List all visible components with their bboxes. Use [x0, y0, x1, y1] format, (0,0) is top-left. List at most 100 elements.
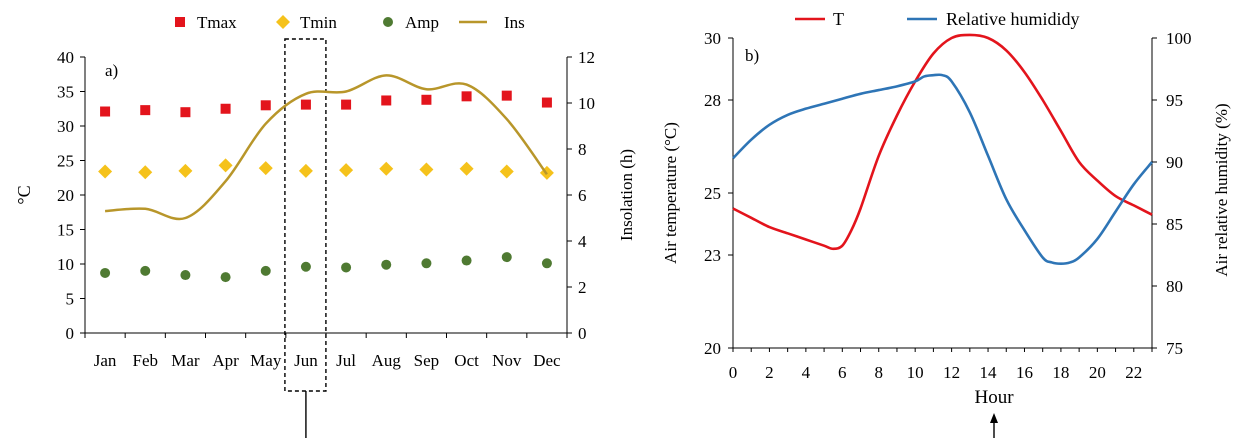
tmax-point	[341, 99, 352, 110]
y-tick-label: 20	[704, 339, 721, 358]
y2-tick-label: 95	[1166, 91, 1183, 110]
y-tick-label: 23	[704, 246, 721, 265]
y-tick-label: 25	[57, 152, 74, 171]
y-axis-title: °C	[14, 185, 34, 204]
x-tick-label: Apr	[212, 351, 239, 370]
tmin-point	[98, 164, 113, 179]
x-tick-label: 14	[980, 363, 998, 382]
tmin-point	[218, 158, 233, 173]
amp-point	[100, 267, 111, 278]
y2-tick-label: 0	[578, 324, 587, 343]
x-tick-label: 2	[765, 363, 774, 382]
tmax-point	[100, 106, 111, 117]
x-tick-label: Feb	[133, 351, 159, 370]
legend-label-amp: Amp	[405, 13, 439, 32]
series-line-t	[732, 33, 1153, 251]
x-tick-label: Sep	[414, 351, 440, 370]
amp-point	[461, 255, 472, 266]
x-tick-label: May	[250, 351, 282, 370]
tmax-point	[501, 90, 512, 101]
panel-label: b)	[745, 46, 759, 65]
x-tick-label: 6	[838, 363, 847, 382]
tmin-point	[419, 162, 434, 177]
amp-point	[300, 261, 311, 272]
y2-tick-label: 4	[578, 232, 587, 251]
panel-a-chart: 0 5 10 15 20 25 30 35 40 0 2 4 6 8 10 12 Jan Feb Mar Apr May…	[14, 13, 636, 438]
x-tick-label: 22	[1125, 363, 1142, 382]
tmax-point	[140, 105, 151, 116]
y-tick-label: 35	[57, 83, 74, 102]
legend-label-ins: Ins	[504, 13, 525, 32]
legend-marker-amp	[383, 17, 393, 27]
x-axis-title: Hour	[974, 387, 1014, 408]
x-tick-label: Aug	[372, 351, 402, 370]
x-tick-label: Nov	[492, 351, 522, 370]
tmax-point	[421, 94, 432, 105]
tmax-point	[541, 97, 552, 108]
y-tick-label: 10	[57, 255, 74, 274]
y2-tick-label: 2	[578, 278, 587, 297]
y2-axis-title: Insolation (h)	[617, 149, 636, 241]
tmax-point	[260, 100, 271, 111]
x-tick-label: Jan	[94, 351, 117, 370]
y2-tick-label: 85	[1166, 215, 1183, 234]
amp-point	[501, 252, 512, 263]
legend-label-relative-humidity: Relative humididy	[946, 9, 1079, 29]
amp-point	[381, 259, 392, 270]
x-tick-label: 8	[874, 363, 883, 382]
x-tick-label: Jun	[294, 351, 318, 370]
y2-axis-title: Air relative humidity (%)	[1212, 103, 1231, 276]
x-tick-label: Jul	[336, 351, 356, 370]
y2-tick-label: 12	[578, 48, 595, 67]
y-tick-label: 30	[704, 29, 721, 48]
amp-point	[180, 270, 191, 281]
y-tick-label: 5	[66, 290, 75, 309]
y-tick-label: 0	[66, 324, 75, 343]
series-line-ins	[105, 74, 548, 221]
tmin-point	[258, 161, 273, 176]
x-tick-label: Oct	[454, 351, 479, 370]
y-axis-title: Air temperature (°C)	[661, 122, 680, 264]
amp-point	[341, 262, 352, 273]
x-tick-label: 0	[729, 363, 738, 382]
tmax-point	[220, 103, 231, 114]
x-tick-label: Mar	[171, 351, 200, 370]
tmax-point	[180, 107, 191, 118]
x-tick-label: 16	[1016, 363, 1033, 382]
amp-point	[220, 272, 231, 283]
x-tick-label: 10	[907, 363, 924, 382]
series-line-relative-humidity	[732, 73, 1154, 265]
amp-point	[421, 258, 432, 269]
x-tick-label: 12	[943, 363, 960, 382]
amp-point	[140, 265, 151, 276]
tmin-point	[499, 164, 514, 179]
x-tick-label: 4	[802, 363, 811, 382]
x-tick-label: 20	[1089, 363, 1106, 382]
y-tick-label: 20	[57, 186, 74, 205]
y-tick-label: 25	[704, 184, 721, 203]
y2-tick-label: 75	[1166, 339, 1183, 358]
amp-point	[541, 258, 552, 269]
tmin-point	[459, 161, 474, 176]
amp-point	[260, 265, 271, 276]
x-tick-label: Dec	[533, 351, 561, 370]
tmin-point	[339, 163, 354, 178]
tmax-point	[381, 95, 392, 106]
x-tick-label: 18	[1052, 363, 1069, 382]
legend-marker-tmax	[175, 17, 185, 27]
tmin-point	[178, 163, 193, 178]
y-tick-label: 40	[57, 48, 74, 67]
legend-label-t: T	[833, 9, 844, 29]
y2-tick-label: 80	[1166, 277, 1183, 296]
panel-label: a)	[105, 61, 118, 80]
legend-marker-tmin	[276, 15, 290, 29]
y2-tick-label: 8	[578, 140, 587, 159]
panel-b-chart: 20 23 25 28 30 75 80 85 90 95 100 0 2 4 6 8 10 12 14 16 18 20…	[661, 9, 1231, 438]
tmin-point	[298, 163, 313, 178]
y2-tick-label: 10	[578, 94, 595, 113]
tmax-point	[461, 91, 472, 102]
legend-label-tmax: Tmax	[197, 13, 237, 32]
tmin-point	[379, 161, 394, 176]
y2-tick-label: 100	[1166, 29, 1192, 48]
y-tick-label: 28	[704, 91, 721, 110]
